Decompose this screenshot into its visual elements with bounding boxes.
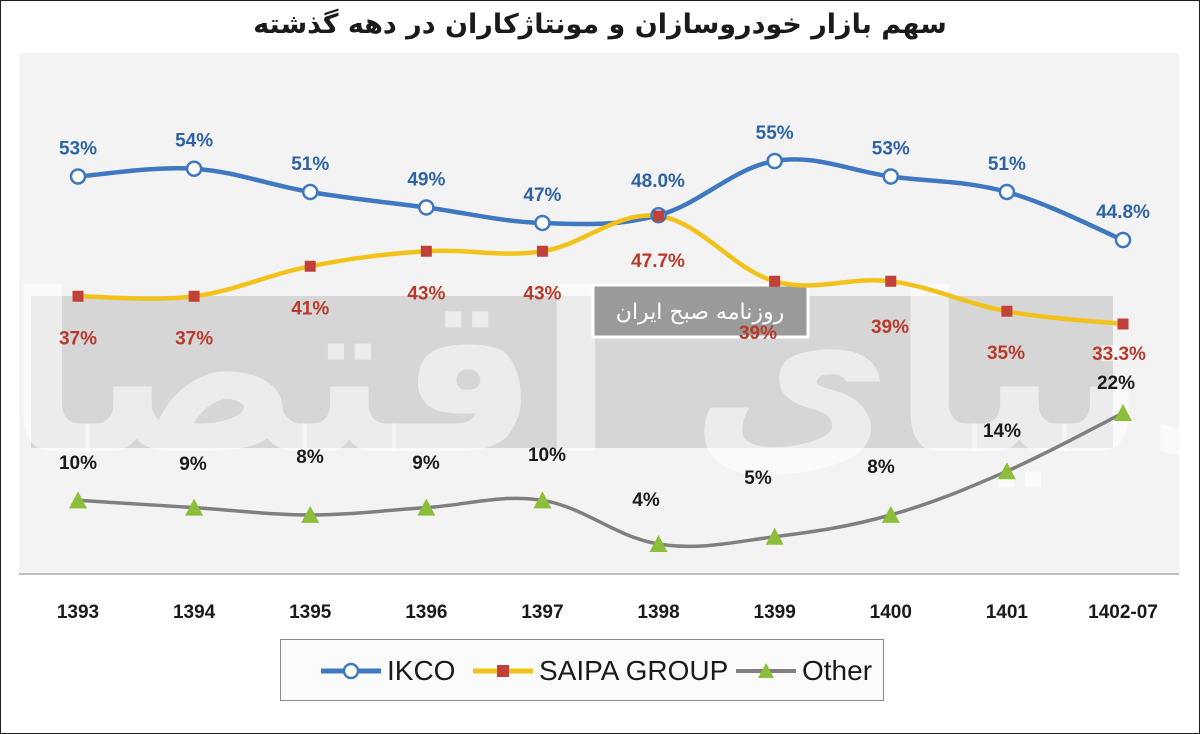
x-tick-label: 1394 (173, 602, 216, 623)
series-line-other (76, 411, 1125, 549)
legend-item-other: Other (736, 640, 872, 702)
data-label-other: 10% (59, 453, 97, 474)
data-label-ikco: 44.8% (1096, 202, 1150, 223)
legend-item-saipa: SAIPA GROUP (473, 640, 728, 702)
data-point-saipa (188, 290, 200, 302)
data-point-saipa (72, 290, 84, 302)
legend-label-other: Other (802, 655, 873, 686)
data-label-saipa: 35% (987, 343, 1025, 364)
legend-swatch-ikco (321, 662, 381, 680)
data-label-saipa: 41% (291, 298, 329, 319)
data-label-other: 22% (1097, 373, 1135, 394)
data-label-saipa: 39% (739, 323, 777, 344)
data-label-other: 14% (983, 421, 1021, 442)
data-point-ikco (534, 214, 551, 232)
data-point-other (649, 535, 668, 552)
x-tick-label: 1401 (986, 602, 1029, 623)
data-point-saipa (769, 275, 781, 287)
data-label-other: 9% (179, 454, 207, 475)
data-label-saipa: 47.7% (631, 251, 685, 272)
data-point-other (69, 491, 87, 509)
watermark-band (31, 296, 1113, 448)
data-point-saipa (1001, 305, 1013, 317)
data-label-ikco: 47% (523, 185, 561, 206)
data-point-other (301, 505, 320, 523)
data-label-saipa: 43% (407, 283, 445, 304)
data-label-other: 4% (632, 490, 660, 511)
legend-swatch-other (736, 663, 796, 678)
x-tick-label: 1395 (289, 602, 332, 623)
data-label-other: 9% (412, 453, 440, 474)
data-point-other (417, 498, 436, 516)
data-point-ikco (766, 152, 783, 170)
data-point-other (185, 498, 204, 516)
data-point-saipa (885, 275, 897, 287)
x-tick-label: 1396 (405, 602, 447, 623)
data-point-other (997, 462, 1016, 480)
data-label-ikco: 48.0% (631, 171, 685, 192)
data-point-ikco (185, 160, 203, 177)
data-label-ikco: 51% (988, 154, 1026, 175)
legend: IKCO SAIPA GROUP Other (280, 639, 884, 701)
data-point-saipa (304, 260, 316, 272)
data-label-other: 8% (867, 457, 895, 478)
x-tick-label: 1398 (637, 602, 679, 623)
data-point-ikco (1114, 231, 1132, 249)
data-label-saipa: 43% (523, 283, 561, 304)
data-label-ikco: 53% (59, 138, 97, 159)
data-point-saipa (536, 245, 548, 257)
data-point-other (1114, 404, 1132, 421)
legend-label-ikco: IKCO (387, 655, 456, 686)
data-label-ikco: 49% (407, 169, 445, 190)
legend-label-saipa: SAIPA GROUP (539, 655, 729, 686)
svg-text:روزنامه صبح ایران: روزنامه صبح ایران (616, 300, 784, 325)
data-label-ikco: 55% (756, 123, 794, 144)
data-point-other (881, 505, 900, 523)
x-tick-label: 1399 (754, 602, 796, 623)
data-point-other (765, 527, 784, 545)
data-label-saipa: 37% (175, 328, 213, 349)
data-label-ikco: 51% (291, 154, 329, 175)
data-point-saipa (420, 245, 432, 257)
data-point-ikco (301, 183, 319, 201)
series-line-saipa (75, 213, 1126, 327)
data-point-saipa (653, 210, 665, 222)
data-label-other: 5% (744, 468, 772, 489)
data-label-other: 8% (296, 447, 324, 468)
x-tick-label: 1400 (870, 602, 912, 623)
x-tick-label: 1393 (57, 602, 99, 623)
data-point-ikco (418, 199, 435, 216)
data-label-ikco: 54% (175, 131, 213, 152)
data-point-ikco (998, 183, 1016, 201)
legend-item-ikco: IKCO (321, 640, 455, 702)
x-tick-label: 1402-07 (1088, 602, 1158, 623)
data-label-saipa: 33.3% (1092, 344, 1146, 365)
watermark-stamp: روزنامه صبح ایران (591, 283, 810, 339)
chart-title: سهم بازار خودروسازان و مونتاژکاران در ده… (253, 9, 947, 40)
data-point-ikco (69, 168, 87, 185)
data-label-saipa: 37% (59, 328, 97, 349)
data-label-saipa: 39% (871, 317, 909, 338)
x-tick-label: 1397 (521, 602, 563, 623)
data-label-ikco: 53% (872, 138, 910, 159)
data-point-ikco (882, 168, 900, 185)
data-point-saipa (1117, 318, 1129, 330)
data-label-other: 10% (528, 445, 566, 466)
data-point-other (533, 491, 552, 509)
legend-swatch-saipa (473, 665, 533, 677)
